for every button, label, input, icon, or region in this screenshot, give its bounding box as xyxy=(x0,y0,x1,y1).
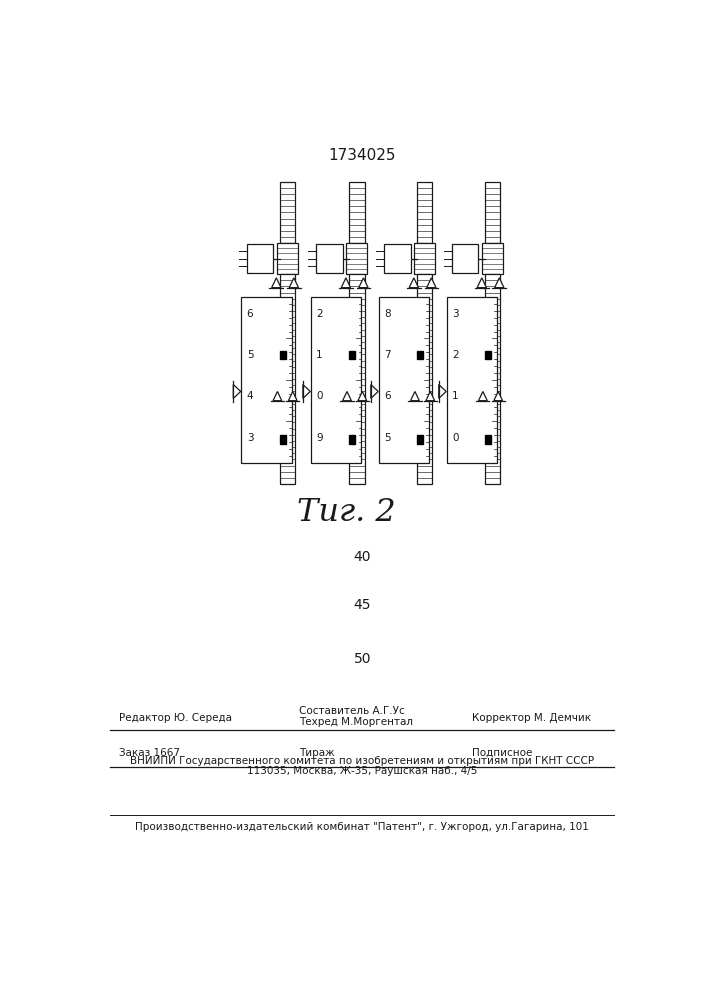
Bar xyxy=(482,243,503,274)
Polygon shape xyxy=(495,278,504,288)
Bar xyxy=(385,244,411,273)
Text: 3: 3 xyxy=(452,309,459,319)
Text: 40: 40 xyxy=(354,550,371,564)
Text: 4: 4 xyxy=(247,391,253,401)
Bar xyxy=(447,297,497,463)
Polygon shape xyxy=(288,391,297,401)
Polygon shape xyxy=(411,391,419,401)
Text: Подписное: Подписное xyxy=(472,748,532,758)
Text: 0: 0 xyxy=(316,391,323,401)
Text: Τиг. 2: Τиг. 2 xyxy=(296,497,395,528)
Text: 113035, Москва, Ж-35, Раушская наб., 4/5: 113035, Москва, Ж-35, Раушская наб., 4/5 xyxy=(247,766,477,776)
Text: 2: 2 xyxy=(316,309,323,319)
Bar xyxy=(417,274,433,484)
Polygon shape xyxy=(427,278,436,288)
Bar xyxy=(485,435,491,444)
Polygon shape xyxy=(233,385,240,398)
Bar xyxy=(241,297,292,463)
Bar xyxy=(349,274,365,484)
Polygon shape xyxy=(358,278,368,288)
Bar xyxy=(279,182,295,243)
Polygon shape xyxy=(273,391,282,401)
Bar xyxy=(485,351,491,359)
Text: 6: 6 xyxy=(385,391,391,401)
Polygon shape xyxy=(358,391,367,401)
Bar xyxy=(417,435,423,444)
Text: Производственно-издательский комбинат "Патент", г. Ужгород, ул.Гагарина, 101: Производственно-издательский комбинат "П… xyxy=(136,822,589,832)
Bar xyxy=(349,351,355,359)
Text: 1734025: 1734025 xyxy=(329,148,396,163)
Bar xyxy=(414,243,436,274)
Bar xyxy=(417,182,433,243)
Bar xyxy=(316,244,343,273)
Polygon shape xyxy=(494,391,503,401)
Text: 5: 5 xyxy=(385,433,391,443)
Polygon shape xyxy=(289,278,298,288)
Text: 1: 1 xyxy=(316,350,323,360)
Text: Редактор Ю. Середа: Редактор Ю. Середа xyxy=(119,713,231,723)
Text: 45: 45 xyxy=(354,598,371,612)
Bar xyxy=(346,243,367,274)
Text: 8: 8 xyxy=(385,309,391,319)
Bar xyxy=(417,351,423,359)
Polygon shape xyxy=(439,385,446,398)
Bar xyxy=(485,274,501,484)
Text: Составитель А.Г.Ус: Составитель А.Г.Ус xyxy=(299,706,405,716)
Polygon shape xyxy=(371,385,378,398)
Polygon shape xyxy=(343,391,351,401)
Polygon shape xyxy=(477,278,486,288)
Text: ВНИИПИ Государственного комитета по изобретениям и открытиям при ГКНТ СССР: ВНИИПИ Государственного комитета по изоб… xyxy=(130,756,595,766)
Text: Заказ 1667: Заказ 1667 xyxy=(119,748,180,758)
Text: 9: 9 xyxy=(316,433,323,443)
Text: 5: 5 xyxy=(247,350,253,360)
Polygon shape xyxy=(426,391,435,401)
Bar xyxy=(277,243,298,274)
Polygon shape xyxy=(303,385,310,398)
Polygon shape xyxy=(409,278,419,288)
Polygon shape xyxy=(271,278,281,288)
Text: 7: 7 xyxy=(385,350,391,360)
Bar xyxy=(349,435,355,444)
Bar xyxy=(279,274,295,484)
Text: 0: 0 xyxy=(452,433,459,443)
Text: Техред М.Моргентал: Техред М.Моргентал xyxy=(299,717,414,727)
Bar xyxy=(379,297,429,463)
Text: 3: 3 xyxy=(247,433,253,443)
Text: 2: 2 xyxy=(452,350,459,360)
Bar xyxy=(279,435,286,444)
Bar xyxy=(311,297,361,463)
Text: Тираж: Тираж xyxy=(299,748,335,758)
Bar xyxy=(279,351,286,359)
Bar xyxy=(349,182,365,243)
Text: 50: 50 xyxy=(354,652,371,666)
Text: 6: 6 xyxy=(247,309,253,319)
Polygon shape xyxy=(479,391,487,401)
Polygon shape xyxy=(341,278,351,288)
Text: 1: 1 xyxy=(452,391,459,401)
Bar xyxy=(485,182,501,243)
Bar xyxy=(247,244,273,273)
Text: Корректор М. Демчик: Корректор М. Демчик xyxy=(472,713,591,723)
Bar xyxy=(452,244,479,273)
